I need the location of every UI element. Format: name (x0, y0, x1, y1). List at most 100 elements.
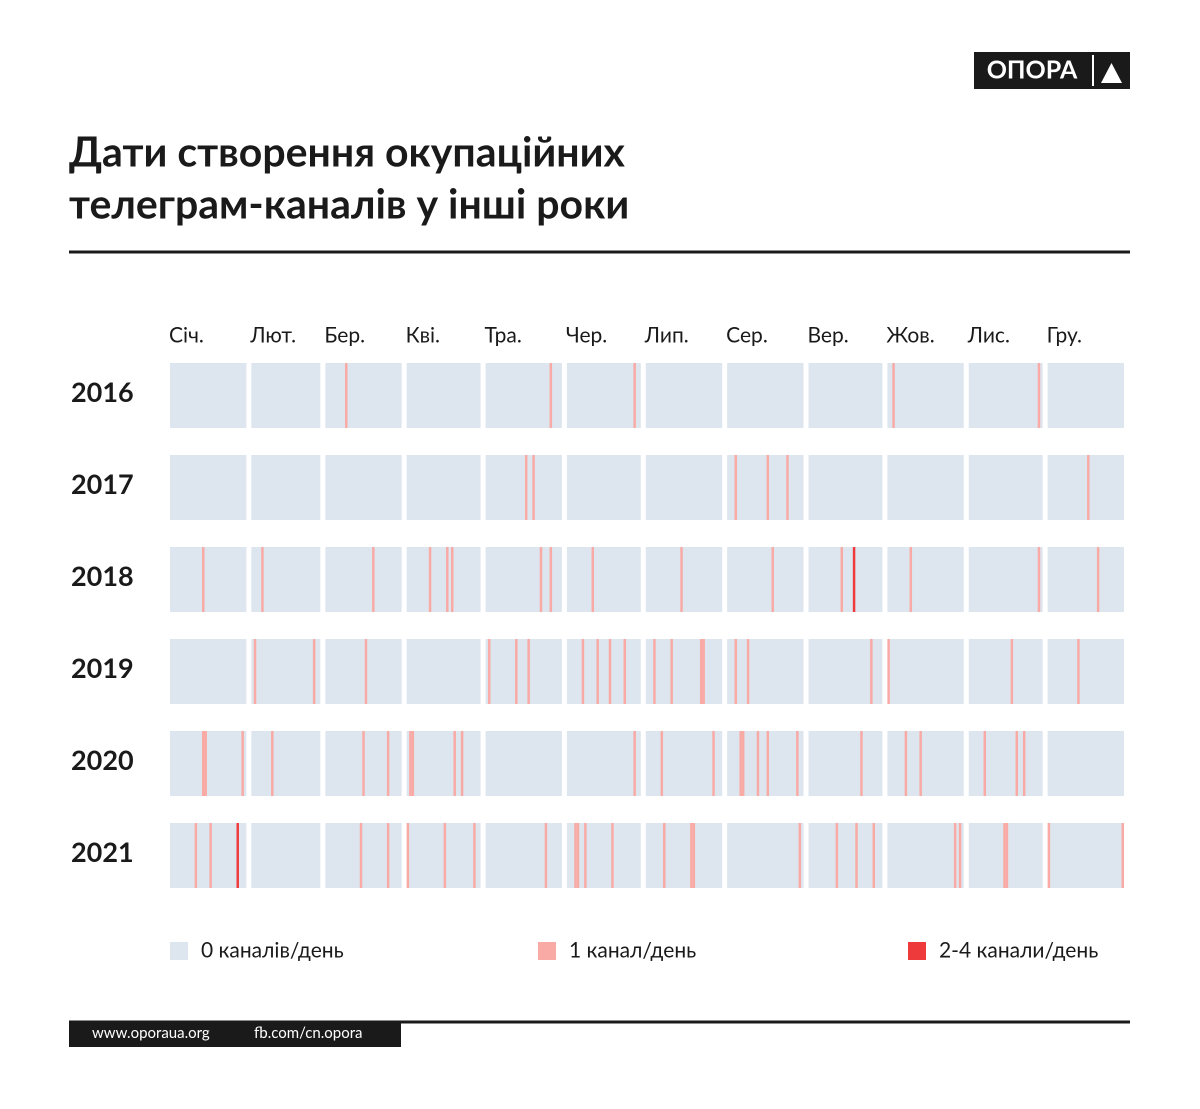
day-stripe (766, 455, 770, 520)
month-block (808, 823, 883, 888)
month-block (170, 455, 247, 520)
day-stripe (364, 639, 368, 704)
day-stripe (271, 731, 274, 796)
month-block (887, 455, 964, 520)
day-stripe (887, 639, 890, 704)
month-block (645, 455, 723, 520)
month-block (325, 455, 402, 520)
month-block (485, 823, 562, 888)
month-block (968, 455, 1043, 520)
day-stripe (581, 639, 585, 704)
day-stripe (532, 455, 535, 520)
day-stripe (549, 547, 553, 612)
chart-title: телеграм-каналів у інші роки (69, 179, 629, 228)
legend-swatch (170, 942, 188, 960)
month-block (406, 363, 481, 428)
day-stripe (209, 823, 212, 888)
day-stripe (852, 547, 856, 612)
month-block (325, 363, 402, 428)
day-stripe (958, 823, 962, 888)
month-block (170, 547, 247, 612)
day-stripe (1077, 639, 1080, 704)
day-stripe (983, 731, 986, 796)
day-stripe (892, 363, 895, 428)
day-stripe (1096, 547, 1100, 612)
day-stripe (409, 731, 412, 796)
month-block (727, 455, 804, 520)
day-stripe (1121, 823, 1124, 888)
month-block (887, 639, 964, 704)
month-block (566, 639, 641, 704)
day-stripe (411, 731, 415, 796)
month-block (406, 639, 481, 704)
month-block (325, 823, 402, 888)
day-stripe (692, 823, 696, 888)
month-block (170, 823, 247, 888)
month-block (645, 547, 723, 612)
day-stripe (660, 731, 664, 796)
month-label: Бер. (324, 322, 365, 347)
month-block (485, 639, 562, 704)
day-stripe (386, 731, 390, 796)
month-label: Січ. (169, 322, 204, 347)
day-stripe (771, 547, 774, 612)
day-stripe (855, 823, 858, 888)
day-stripe (739, 731, 742, 796)
day-stripe (741, 731, 745, 796)
day-stripe (236, 823, 239, 888)
month-block (485, 547, 562, 612)
day-stripe (1047, 823, 1051, 888)
month-block (887, 363, 964, 428)
month-label: Сер. (726, 322, 768, 347)
legend-label: 1 канал/день (569, 937, 696, 962)
day-stripe (596, 639, 599, 704)
month-block (406, 547, 481, 612)
month-block (251, 363, 321, 428)
month-block (566, 363, 641, 428)
day-stripe (1015, 731, 1019, 796)
month-block (645, 363, 723, 428)
month-block (1047, 823, 1124, 888)
month-label: Кві. (406, 322, 440, 347)
month-block (1047, 547, 1124, 612)
month-block (170, 731, 247, 796)
day-stripe (473, 823, 476, 888)
logo-triangle (1101, 63, 1122, 83)
day-stripe (362, 731, 365, 796)
month-block (968, 547, 1043, 612)
month-block (485, 731, 562, 796)
day-stripe (241, 731, 244, 796)
month-label: Чер. (566, 322, 607, 347)
day-stripe (690, 823, 693, 888)
day-stripe (515, 639, 518, 704)
month-block (251, 639, 321, 704)
month-block (727, 639, 804, 704)
day-stripe (756, 731, 760, 796)
day-stripe (574, 823, 577, 888)
day-stripe (872, 823, 876, 888)
day-stripe (840, 547, 843, 612)
day-stripe (766, 731, 770, 796)
day-stripe (734, 639, 738, 704)
day-stripe (453, 731, 456, 796)
month-block (406, 731, 481, 796)
day-stripe (488, 639, 491, 704)
logo-text: ОПОРА (987, 54, 1078, 84)
month-block (325, 547, 402, 612)
month-label: Лют. (249, 322, 296, 347)
month-block (968, 363, 1043, 428)
day-stripe (663, 823, 666, 888)
month-block (808, 363, 883, 428)
day-stripe (406, 823, 410, 888)
month-block (968, 639, 1043, 704)
year-label: 2021 (71, 835, 134, 868)
month-label: Лис. (967, 322, 1010, 347)
day-stripe (539, 547, 543, 612)
day-stripe (633, 363, 636, 428)
day-stripe (904, 731, 908, 796)
day-stripe (746, 639, 750, 704)
day-stripe (524, 455, 528, 520)
day-stripe (1022, 731, 1026, 796)
month-block (887, 731, 964, 796)
